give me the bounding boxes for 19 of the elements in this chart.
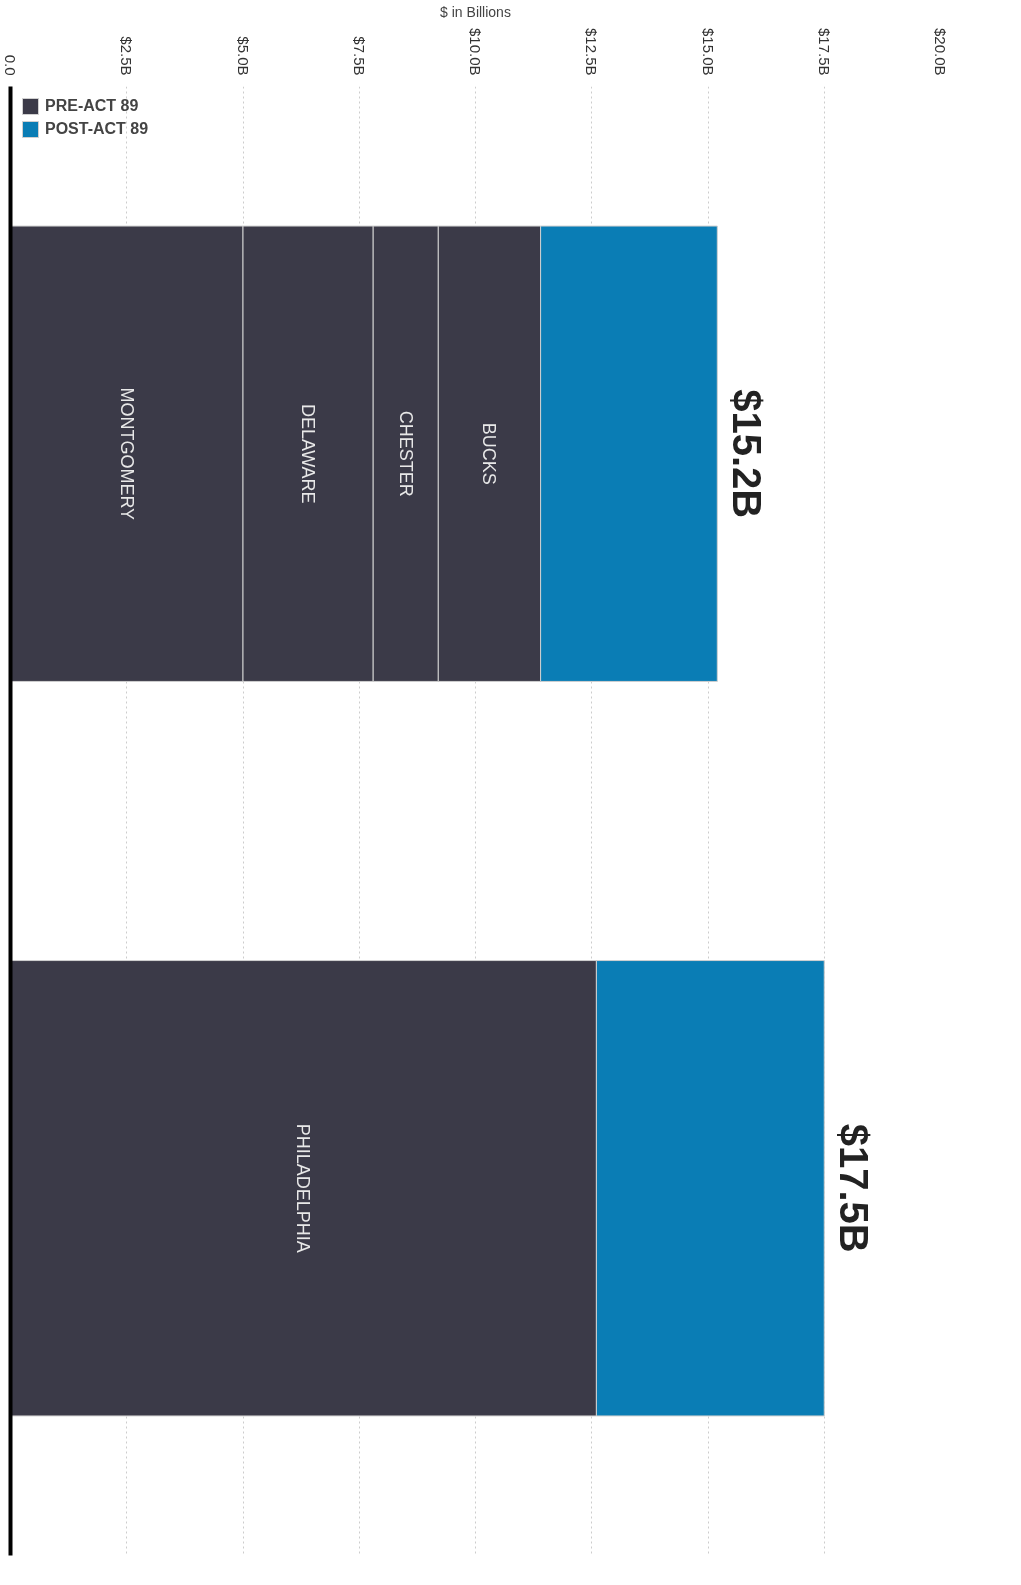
x-tick-label: $5.0B [234, 36, 252, 76]
x-tick-label: $12.5B [583, 27, 601, 76]
x-tick-label: $10.0B [467, 27, 484, 76]
legend-label: PRE-ACT 89 [45, 97, 139, 115]
data-label: DELAWARE [298, 403, 319, 504]
total-label: $17.5B [832, 1123, 877, 1253]
x-tick-label: $17.5B [815, 27, 833, 76]
legend-label: POST-ACT 89 [45, 120, 149, 138]
x-tick-label: $7.5B [350, 36, 368, 76]
x-tick-label: $15.0B [699, 27, 717, 76]
x-tick-label: 0.0 [2, 54, 19, 76]
data-label: CHESTER [395, 410, 416, 497]
x-axis-title: $ in Billions [440, 3, 511, 20]
x-tick-label: $2.5B [118, 36, 136, 76]
x-tick-label: $20.0B [932, 27, 949, 76]
data-label: PHILADELPHIA [293, 1123, 314, 1253]
data-label: BUCKS [479, 422, 500, 485]
total-label: $15.2B [725, 389, 770, 519]
data-label: MONTGOMERY [116, 387, 137, 521]
